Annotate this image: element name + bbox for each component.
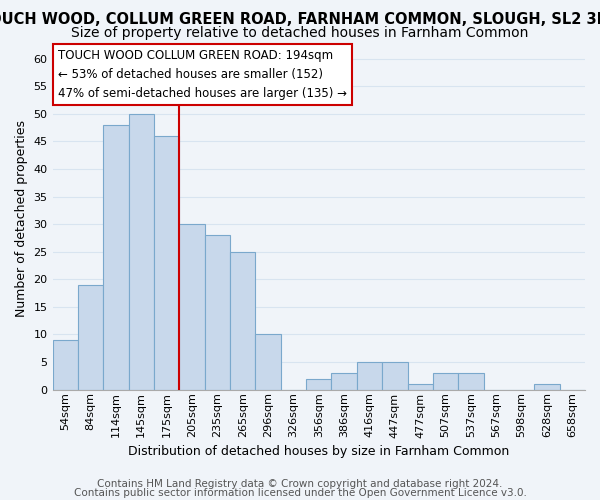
Bar: [256, 334, 281, 390]
Y-axis label: Number of detached properties: Number of detached properties: [15, 120, 28, 317]
Bar: [154, 136, 179, 390]
Text: TOUCH WOOD COLLUM GREEN ROAD: 194sqm
← 53% of detached houses are smaller (152)
: TOUCH WOOD COLLUM GREEN ROAD: 194sqm ← 5…: [58, 49, 347, 100]
Text: TOUCH WOOD, COLLUM GREEN ROAD, FARNHAM COMMON, SLOUGH, SL2 3RH: TOUCH WOOD, COLLUM GREEN ROAD, FARNHAM C…: [0, 12, 600, 28]
Bar: [534, 384, 560, 390]
Bar: [179, 224, 205, 390]
Bar: [205, 235, 230, 390]
Text: Contains public sector information licensed under the Open Government Licence v3: Contains public sector information licen…: [74, 488, 526, 498]
Bar: [407, 384, 433, 390]
Bar: [357, 362, 382, 390]
Bar: [458, 373, 484, 390]
Bar: [433, 373, 458, 390]
Text: Contains HM Land Registry data © Crown copyright and database right 2024.: Contains HM Land Registry data © Crown c…: [97, 479, 503, 489]
Bar: [382, 362, 407, 390]
Bar: [78, 285, 103, 390]
Bar: [103, 125, 128, 390]
Text: Size of property relative to detached houses in Farnham Common: Size of property relative to detached ho…: [71, 26, 529, 40]
Bar: [128, 114, 154, 390]
Bar: [306, 378, 331, 390]
Bar: [53, 340, 78, 390]
X-axis label: Distribution of detached houses by size in Farnham Common: Distribution of detached houses by size …: [128, 444, 509, 458]
Bar: [230, 252, 256, 390]
Bar: [331, 373, 357, 390]
